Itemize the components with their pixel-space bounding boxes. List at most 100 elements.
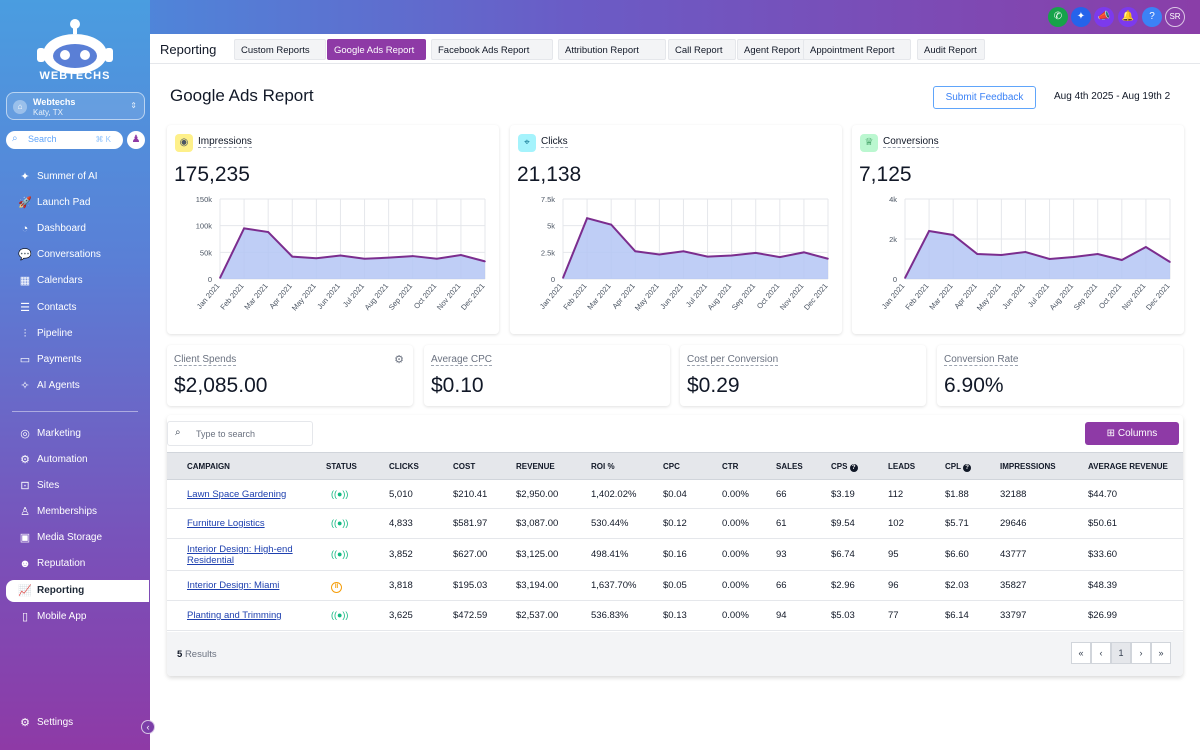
collapse-sidebar-button[interactable]: ‹: [141, 720, 155, 734]
cell-roi: 536.83%: [591, 610, 629, 621]
bell-icon[interactable]: 🔔: [1118, 7, 1138, 27]
cell-leads: 102: [888, 518, 904, 529]
column-header-clicks[interactable]: CLICKS: [389, 462, 419, 471]
sidebar-item-conversations[interactable]: 💬 Conversations: [6, 244, 149, 266]
first-page-button[interactable]: «: [1071, 642, 1091, 664]
wallet-icon: ▭: [19, 354, 31, 366]
data-point: [610, 223, 612, 226]
tab-attribution-report[interactable]: Attribution Report: [558, 39, 666, 60]
x-tick-label: Dec 2021: [1144, 282, 1172, 312]
cell-cost: $195.03: [453, 580, 488, 591]
sidebar-item-dashboard[interactable]: ◔ Dashboard: [6, 218, 149, 240]
sidebar-item-mobile-app[interactable]: ▯ Mobile App: [6, 606, 149, 628]
data-point: [243, 227, 245, 230]
search-icon: ⌕: [12, 133, 18, 144]
sidebar-item-calendars[interactable]: ▦ Calendars: [6, 270, 149, 292]
sidebar-item-launch-pad[interactable]: 🚀 Launch Pad: [6, 192, 149, 214]
last-page-button[interactable]: »: [1151, 642, 1171, 664]
sidebar-item-settings[interactable]: ⚙ Settings: [6, 712, 149, 734]
submit-feedback-button[interactable]: Submit Feedback: [933, 86, 1036, 109]
cell-cpl: $1.88: [945, 488, 969, 500]
user-initials-avatar[interactable]: SR: [1165, 7, 1185, 27]
column-header-cost[interactable]: COST: [453, 462, 476, 471]
sidebar-item-ai-agents[interactable]: ✧ AI Agents: [6, 375, 149, 397]
sidebar-item-contacts[interactable]: ☰ Contacts: [6, 297, 149, 319]
next-page-button[interactable]: ›: [1131, 642, 1151, 664]
campaign-link[interactable]: Planting and Trimming: [187, 610, 282, 621]
columns-button-label: Columns: [1117, 428, 1158, 439]
series-area: [905, 231, 1170, 279]
prev-page-button[interactable]: ‹: [1091, 642, 1111, 664]
user-avatar-icon[interactable]: ♟: [127, 131, 145, 149]
calendar-icon: ▦: [19, 275, 31, 287]
x-tick-label: Jan 2021: [538, 282, 565, 311]
column-header-cpc[interactable]: CPC: [663, 462, 680, 471]
sidebar-item-media-storage[interactable]: ▣ Media Storage: [6, 527, 149, 549]
campaign-link[interactable]: Lawn Space Gardening: [187, 488, 287, 500]
column-header-status[interactable]: STATUS: [326, 462, 357, 471]
data-point: [952, 234, 954, 236]
sidebar-search[interactable]: ⌕ Search ⌘ K: [6, 131, 123, 149]
column-header-sales[interactable]: SALES: [776, 462, 803, 471]
column-header-roi-[interactable]: ROI %: [591, 462, 615, 471]
data-point: [291, 255, 294, 258]
sidebar-divider: [12, 411, 138, 412]
data-point: [1121, 259, 1123, 261]
columns-button[interactable]: ⊞ Columns: [1085, 422, 1179, 445]
sidebar-item-memberships[interactable]: ♙ Memberships: [6, 501, 149, 523]
sidebar-item-marketing[interactable]: ◎ Marketing: [6, 423, 149, 445]
stat-value: 6.90%: [944, 374, 1004, 397]
sidebar-item-label: Pipeline: [37, 328, 73, 339]
data-point: [976, 253, 979, 255]
stat-label: Average CPC: [431, 354, 492, 366]
column-header-impressions[interactable]: IMPRESSIONS: [1000, 462, 1056, 471]
column-header-leads[interactable]: LEADS: [888, 462, 916, 471]
y-tick-label: 5k: [547, 222, 555, 231]
x-tick-label: Nov 2021: [435, 282, 463, 312]
x-tick-label: Dec 2021: [459, 282, 487, 312]
cell-roi: 1,637.70%: [591, 580, 637, 591]
campaign-link[interactable]: Interior Design: High-end Residential: [187, 544, 293, 566]
column-header-average-revenue[interactable]: AVERAGE REVENUE: [1088, 462, 1168, 471]
column-header-campaign[interactable]: CAMPAIGN: [187, 462, 230, 471]
cell-avg-revenue: $33.60: [1088, 549, 1118, 560]
help-icon[interactable]: ?: [963, 464, 972, 472]
campaign-link[interactable]: Interior Design: Miami: [187, 580, 280, 591]
metric-value: 7,125: [859, 163, 912, 186]
phone-icon[interactable]: ✆: [1048, 7, 1068, 27]
sidebar-item-reputation[interactable]: ☻ Reputation: [6, 553, 149, 575]
tab-custom-reports[interactable]: Custom Reports: [234, 39, 326, 60]
column-header-revenue[interactable]: REVENUE: [516, 462, 555, 471]
column-header-ctr[interactable]: CTR: [722, 462, 739, 471]
y-tick-label: 4k: [889, 195, 897, 204]
table-row: Lawn Space Gardening ((●)) 5,010 $210.41 $2,…: [167, 480, 1183, 509]
magic-icon[interactable]: ✦: [1071, 7, 1091, 27]
tab-google-ads-report[interactable]: Google Ads Report: [327, 39, 426, 60]
tab-facebook-ads-report[interactable]: Facebook Ads Report: [431, 39, 553, 60]
cell-cps: $9.54: [831, 518, 855, 529]
campaign-link[interactable]: Furniture Logistics: [187, 518, 265, 529]
tab-agent-report[interactable]: Agent Report: [737, 39, 807, 60]
sidebar-item-payments[interactable]: ▭ Payments: [6, 349, 149, 371]
help-icon[interactable]: ?: [1142, 7, 1162, 27]
location-switcher[interactable]: ⌂ Webtechs Katy, TX ⇕: [6, 92, 145, 120]
column-header-cpl[interactable]: CPL ?: [945, 453, 972, 481]
sidebar-item-automation[interactable]: ⚙ Automation: [6, 449, 149, 471]
sidebar-item-pipeline[interactable]: ⫶ Pipeline: [6, 323, 149, 345]
tab-audit-report[interactable]: Audit Report: [917, 39, 985, 60]
page-1-button[interactable]: 1: [1111, 642, 1131, 664]
help-icon[interactable]: ?: [849, 464, 858, 472]
y-tick-label: 150k: [196, 195, 213, 204]
tab-appointment-report[interactable]: Appointment Report: [803, 39, 911, 60]
column-header-cps[interactable]: CPS ?: [831, 453, 858, 481]
x-tick-label: May 2021: [290, 282, 318, 313]
cell-avg-revenue: $26.99: [1088, 610, 1118, 621]
date-range-picker[interactable]: Aug 4th 2025 - Aug 19th 2: [1054, 91, 1171, 102]
gear-icon[interactable]: ⚙: [394, 354, 404, 366]
announcement-icon[interactable]: 📣: [1094, 7, 1114, 27]
sidebar-item-summer-of-ai[interactable]: ✦ Summer of AI: [6, 166, 149, 188]
sidebar-item-reporting[interactable]: 📈 Reporting: [6, 580, 149, 602]
tab-call-report[interactable]: Call Report: [668, 39, 736, 60]
table-search-input[interactable]: ⌕ Type to search: [167, 421, 313, 446]
sidebar-item-sites[interactable]: ⊡ Sites: [6, 475, 149, 497]
